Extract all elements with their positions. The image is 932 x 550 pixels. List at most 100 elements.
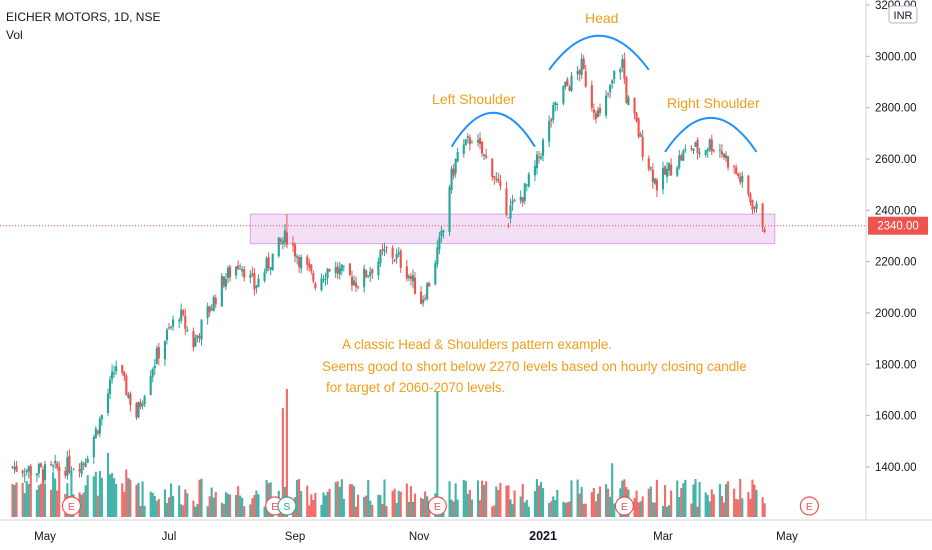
candle[interactable]	[395, 248, 398, 264]
candle[interactable]	[279, 237, 282, 246]
price-axis[interactable]: 1400.00 1600.00 1800.00 2000.00 2200.00 2400.…	[866, 0, 917, 474]
candle[interactable]	[566, 77, 569, 87]
candle[interactable]	[733, 164, 736, 174]
candle[interactable]	[692, 148, 695, 155]
candle[interactable]	[548, 115, 551, 148]
candle[interactable]	[735, 164, 738, 175]
candle[interactable]	[653, 177, 656, 185]
candle[interactable]	[668, 162, 671, 177]
candle[interactable]	[237, 260, 240, 271]
candle[interactable]	[584, 64, 587, 88]
candle[interactable]	[722, 153, 726, 160]
candle[interactable]	[570, 71, 573, 93]
candle[interactable]	[165, 327, 169, 345]
candle[interactable]	[525, 184, 528, 192]
candle[interactable]	[761, 202, 764, 233]
candle[interactable]	[251, 266, 254, 277]
candle[interactable]	[739, 172, 742, 185]
candle[interactable]	[523, 182, 526, 205]
candle[interactable]	[377, 257, 380, 280]
candle[interactable]	[194, 334, 197, 348]
candle[interactable]	[623, 52, 626, 84]
candle[interactable]	[552, 102, 555, 124]
candle[interactable]	[592, 103, 595, 120]
candle[interactable]	[434, 259, 437, 286]
candle[interactable]	[655, 177, 658, 198]
candle[interactable]	[267, 252, 270, 271]
candle[interactable]	[354, 276, 358, 292]
candle[interactable]	[676, 165, 679, 177]
candle[interactable]	[385, 245, 388, 254]
candle[interactable]	[450, 165, 453, 194]
candle[interactable]	[222, 275, 225, 289]
candle[interactable]	[334, 261, 337, 278]
candle[interactable]	[598, 103, 602, 117]
candle[interactable]	[72, 468, 75, 471]
candle[interactable]	[379, 249, 382, 267]
candle[interactable]	[198, 333, 201, 343]
candle[interactable]	[271, 253, 274, 272]
candle[interactable]	[86, 455, 89, 463]
candle[interactable]	[442, 229, 445, 239]
candle[interactable]	[29, 463, 32, 476]
candle[interactable]	[741, 171, 744, 188]
earnings-event-marker[interactable]: E	[614, 496, 634, 516]
candle[interactable]	[633, 97, 636, 120]
candle[interactable]	[710, 134, 713, 156]
candle[interactable]	[342, 265, 345, 272]
candle[interactable]	[100, 414, 103, 426]
candle[interactable]	[163, 340, 167, 366]
candle[interactable]	[135, 402, 138, 420]
candle[interactable]	[462, 139, 465, 158]
candle[interactable]	[605, 90, 608, 119]
candle[interactable]	[694, 141, 697, 148]
candle[interactable]	[550, 117, 553, 128]
candle[interactable]	[763, 226, 766, 234]
candle[interactable]	[708, 137, 711, 153]
candle[interactable]	[684, 144, 687, 153]
candle[interactable]	[535, 151, 539, 175]
currency-badge[interactable]	[888, 5, 918, 24]
candle[interactable]	[66, 451, 69, 480]
candle[interactable]	[296, 254, 299, 265]
candle[interactable]	[568, 84, 571, 92]
candle[interactable]	[265, 256, 268, 274]
candle[interactable]	[98, 416, 101, 438]
candle[interactable]	[291, 236, 295, 252]
candle[interactable]	[121, 364, 124, 376]
candle[interactable]	[178, 317, 181, 329]
candle[interactable]	[255, 284, 258, 294]
candle[interactable]	[13, 460, 16, 474]
candle[interactable]	[619, 67, 622, 80]
candle[interactable]	[253, 268, 256, 296]
candle[interactable]	[554, 101, 557, 112]
pattern-arc[interactable]	[664, 116, 758, 153]
candle[interactable]	[495, 172, 498, 183]
candle[interactable]	[726, 155, 730, 171]
candle[interactable]	[470, 139, 473, 144]
candle[interactable]	[625, 76, 628, 104]
candle[interactable]	[499, 174, 502, 191]
candle[interactable]	[200, 319, 203, 346]
candle[interactable]	[249, 269, 252, 284]
candle[interactable]	[511, 194, 514, 211]
candle[interactable]	[491, 157, 494, 181]
candle[interactable]	[326, 267, 329, 285]
candle[interactable]	[125, 373, 128, 396]
candle[interactable]	[753, 206, 756, 213]
candle[interactable]	[468, 134, 471, 151]
candle[interactable]	[151, 367, 154, 383]
candle[interactable]	[381, 243, 384, 256]
candle[interactable]	[241, 265, 244, 277]
candle[interactable]	[141, 400, 144, 410]
candle[interactable]	[627, 95, 630, 106]
candle[interactable]	[54, 454, 57, 469]
candle[interactable]	[96, 429, 99, 436]
candle[interactable]	[513, 198, 516, 202]
candle[interactable]	[365, 269, 368, 279]
candle[interactable]	[312, 270, 315, 284]
candle[interactable]	[651, 163, 654, 189]
candle[interactable]	[399, 248, 402, 273]
candle[interactable]	[94, 425, 97, 439]
candle[interactable]	[665, 161, 669, 183]
